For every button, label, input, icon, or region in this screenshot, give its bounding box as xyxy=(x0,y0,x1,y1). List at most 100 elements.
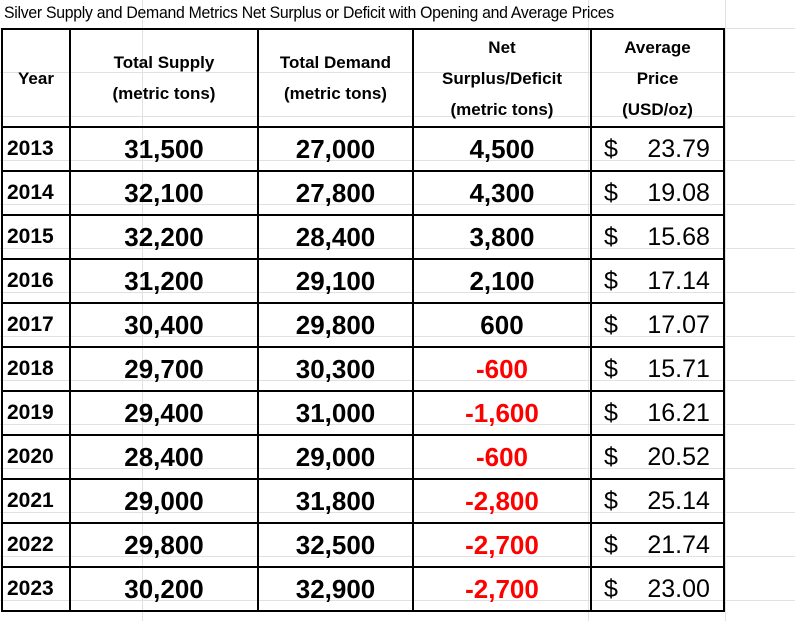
cell-net[interactable]: -2,700 xyxy=(412,566,592,612)
currency-symbol: $ xyxy=(604,398,618,427)
currency-symbol: $ xyxy=(604,178,618,207)
cell-price[interactable]: $16.21 xyxy=(590,390,725,436)
cell-year[interactable]: 2013 xyxy=(1,126,71,172)
cell-demand[interactable]: 27,000 xyxy=(257,126,414,172)
cell-demand[interactable]: 28,400 xyxy=(257,214,414,260)
header-line: (metric tons) xyxy=(112,84,216,103)
header-line: Total Supply xyxy=(113,53,215,72)
header-supply[interactable]: Total Supply (metric tons) xyxy=(69,28,259,128)
cell-price[interactable]: $17.07 xyxy=(590,302,725,348)
table-row: 2023 30,200 32,900 -2,700 $23.00 xyxy=(1,566,725,612)
header-year[interactable]: Year xyxy=(1,28,71,128)
table-row: 2013 31,500 27,000 4,500 $23.79 xyxy=(1,126,725,172)
cell-net[interactable]: -1,600 xyxy=(412,390,592,436)
cell-demand[interactable]: 31,800 xyxy=(257,478,414,524)
header-line: Surplus/Deficit xyxy=(442,68,562,88)
currency-symbol: $ xyxy=(604,354,618,383)
cell-demand[interactable]: 30,300 xyxy=(257,346,414,392)
cell-year[interactable]: 2020 xyxy=(1,434,71,480)
price-value: 23.00 xyxy=(647,574,710,603)
cell-price[interactable]: $21.74 xyxy=(590,522,725,568)
currency-symbol: $ xyxy=(604,530,618,559)
table-row: 2015 32,200 28,400 3,800 $15.68 xyxy=(1,214,725,260)
cell-supply[interactable]: 29,000 xyxy=(69,478,259,524)
header-row: Year Total Supply (metric tons) Total Dem… xyxy=(1,28,725,128)
cell-demand[interactable]: 29,000 xyxy=(257,434,414,480)
cell-price[interactable]: $15.68 xyxy=(590,214,725,260)
cell-supply[interactable]: 28,400 xyxy=(69,434,259,480)
cell-year[interactable]: 2022 xyxy=(1,522,71,568)
cell-year[interactable]: 2018 xyxy=(1,346,71,392)
cell-demand[interactable]: 29,100 xyxy=(257,258,414,304)
cell-net[interactable]: -600 xyxy=(412,434,592,480)
currency-symbol: $ xyxy=(604,222,618,251)
cell-supply[interactable]: 30,200 xyxy=(69,566,259,612)
price-value: 16.21 xyxy=(647,398,710,427)
table-row: 2014 32,100 27,800 4,300 $19.08 xyxy=(1,170,725,216)
price-value: 21.74 xyxy=(647,530,710,559)
header-line: Average xyxy=(624,37,691,57)
cell-year[interactable]: 2015 xyxy=(1,214,71,260)
currency-symbol: $ xyxy=(604,574,618,603)
table-row: 2021 29,000 31,800 -2,800 $25.14 xyxy=(1,478,725,524)
cell-supply[interactable]: 29,800 xyxy=(69,522,259,568)
cell-year[interactable]: 2017 xyxy=(1,302,71,348)
cell-supply[interactable]: 32,200 xyxy=(69,214,259,260)
table-row: 2018 29,700 30,300 -600 $15.71 xyxy=(1,346,725,392)
cell-supply[interactable]: 31,500 xyxy=(69,126,259,172)
cell-net[interactable]: 4,300 xyxy=(412,170,592,216)
cell-net[interactable]: -600 xyxy=(412,346,592,392)
header-net[interactable]: Net Surplus/Deficit (metric tons) xyxy=(412,28,592,128)
cell-demand[interactable]: 32,500 xyxy=(257,522,414,568)
currency-symbol: $ xyxy=(604,442,618,471)
header-line: Total Demand xyxy=(279,53,392,72)
price-value: 19.08 xyxy=(647,178,710,207)
cell-demand[interactable]: 31,000 xyxy=(257,390,414,436)
price-value: 15.68 xyxy=(647,222,710,251)
price-value: 15.71 xyxy=(647,354,710,383)
cell-price[interactable]: $25.14 xyxy=(590,478,725,524)
header-demand[interactable]: Total Demand (metric tons) xyxy=(257,28,414,128)
cell-year[interactable]: 2023 xyxy=(1,566,71,612)
cell-price[interactable]: $19.08 xyxy=(590,170,725,216)
cell-year[interactable]: 2021 xyxy=(1,478,71,524)
price-value: 17.07 xyxy=(647,310,710,339)
cell-year[interactable]: 2019 xyxy=(1,390,71,436)
currency-symbol: $ xyxy=(604,486,618,515)
currency-symbol: $ xyxy=(604,134,618,163)
cell-supply[interactable]: 29,700 xyxy=(69,346,259,392)
cell-year[interactable]: 2016 xyxy=(1,258,71,304)
cell-net[interactable]: -2,700 xyxy=(412,522,592,568)
cell-supply[interactable]: 31,200 xyxy=(69,258,259,304)
cell-demand[interactable]: 29,800 xyxy=(257,302,414,348)
cell-price[interactable]: $23.00 xyxy=(590,566,725,612)
cell-net[interactable]: 3,800 xyxy=(412,214,592,260)
cell-supply[interactable]: 29,400 xyxy=(69,390,259,436)
table-title: Silver Supply and Demand Metrics Net Sur… xyxy=(4,3,614,22)
table-row: 2020 28,400 29,000 -600 $20.52 xyxy=(1,434,725,480)
cell-price[interactable]: $20.52 xyxy=(590,434,725,480)
header-price[interactable]: Average Price (USD/oz) xyxy=(590,28,725,128)
cell-net[interactable]: 600 xyxy=(412,302,592,348)
header-line: (metric tons) xyxy=(450,99,554,119)
price-value: 25.14 xyxy=(647,486,710,515)
price-value: 17.14 xyxy=(647,266,710,295)
cell-price[interactable]: $17.14 xyxy=(590,258,725,304)
cell-net[interactable]: -2,800 xyxy=(412,478,592,524)
table-row: 2019 29,400 31,000 -1,600 $16.21 xyxy=(1,390,725,436)
price-value: 20.52 xyxy=(647,442,710,471)
currency-symbol: $ xyxy=(604,310,618,339)
cell-year[interactable]: 2014 xyxy=(1,170,71,216)
header-line: (USD/oz) xyxy=(622,99,693,119)
cell-supply[interactable]: 30,400 xyxy=(69,302,259,348)
cell-demand[interactable]: 32,900 xyxy=(257,566,414,612)
silver-data-table: Year Total Supply (metric tons) Total Dem… xyxy=(1,28,725,612)
cell-net[interactable]: 4,500 xyxy=(412,126,592,172)
cell-demand[interactable]: 27,800 xyxy=(257,170,414,216)
cell-net[interactable]: 2,100 xyxy=(412,258,592,304)
header-line: Price xyxy=(636,68,679,88)
cell-price[interactable]: $23.79 xyxy=(590,126,725,172)
price-value: 23.79 xyxy=(647,134,710,163)
cell-price[interactable]: $15.71 xyxy=(590,346,725,392)
cell-supply[interactable]: 32,100 xyxy=(69,170,259,216)
